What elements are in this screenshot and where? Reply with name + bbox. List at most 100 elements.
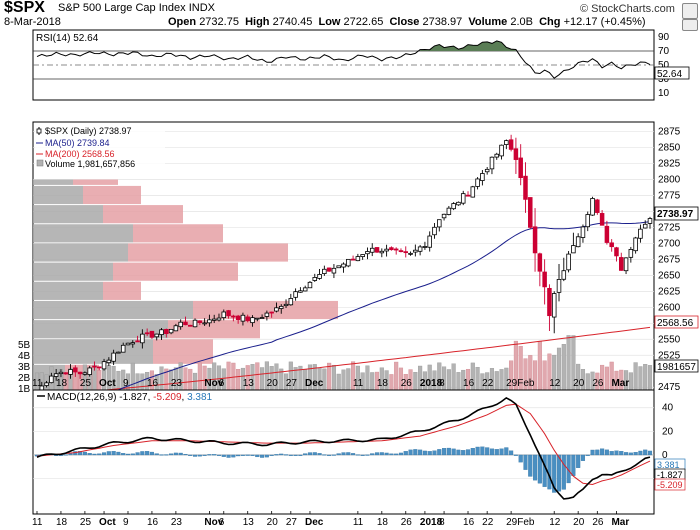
candle: [384, 244, 389, 257]
candle-body: [120, 344, 126, 353]
legend-price: $SPX (Daily) 2738.97: [45, 126, 132, 136]
x-tick-label: 29Feb: [506, 378, 535, 389]
candle-body: [130, 342, 136, 345]
macd-frame: [32, 389, 655, 515]
candle-body: [58, 371, 64, 375]
x-tick-label: 9: [123, 378, 129, 389]
macd-hist-bar: [264, 454, 269, 458]
index-name: S&P 500 Large Cap Index INDX: [58, 2, 215, 14]
candle: [341, 262, 346, 273]
candle: [403, 246, 409, 258]
macd-hist-bar: [149, 451, 154, 456]
price-tick-label: 2875: [658, 127, 681, 138]
macd-hist-bar: [585, 454, 590, 456]
price-tick-label: 2475: [658, 382, 681, 393]
x-tick-label: Nov: [204, 378, 223, 389]
candle: [346, 258, 351, 268]
candle-body: [135, 340, 140, 343]
macd-value-tags: 3.381-1.827-5.209: [654, 458, 686, 491]
candle-body: [451, 203, 456, 210]
candle: [197, 320, 203, 325]
candle-body: [178, 321, 183, 328]
candle-body: [235, 315, 241, 321]
candle-body: [116, 351, 121, 354]
macd-hist-bar: [145, 451, 150, 456]
macd-hist-bar: [327, 454, 332, 456]
candle: [374, 247, 380, 253]
vbp-bar-gray: [33, 300, 193, 320]
macd-hist-bar: [121, 453, 126, 456]
macd-hist-bar: [499, 448, 504, 456]
candle-body: [101, 361, 107, 370]
macd-hist-bar: [336, 453, 341, 456]
bar-chart-icon[interactable]: [682, 3, 698, 19]
macd-hist-bar: [647, 450, 653, 456]
candle: [82, 371, 88, 376]
candle: [159, 328, 164, 341]
x-tick-label: 13: [243, 517, 255, 528]
x-tick-label: 23: [171, 517, 183, 528]
candle: [53, 368, 59, 381]
macd-hist-bar: [442, 448, 447, 456]
x-tick-label: 8: [439, 378, 445, 389]
macd-hist-bar: [556, 454, 562, 492]
candle-body: [523, 175, 528, 200]
macd-hist-bar: [614, 450, 619, 456]
candle: [226, 309, 231, 319]
candle-body: [619, 257, 624, 271]
candle: [255, 317, 260, 322]
candle: [250, 315, 255, 327]
macd-hist-bar: [197, 454, 202, 457]
macd-hist-bar: [360, 454, 365, 456]
macd-hist-bar: [245, 454, 250, 456]
candle: [336, 265, 341, 269]
candle-body: [475, 178, 480, 187]
candle: [216, 313, 222, 322]
candle: [609, 239, 614, 252]
macd-hist-bar: [125, 453, 131, 456]
macd-hist-bar: [169, 453, 174, 456]
candle: [413, 244, 418, 257]
candle-body: [326, 267, 332, 272]
macd-hist-bar: [384, 452, 389, 456]
macd-legend-signal: -5.209: [153, 392, 182, 403]
candle-body: [44, 382, 49, 386]
candle: [460, 190, 466, 206]
volume-by-price-bars: [33, 179, 338, 399]
last-price-tag-box: [654, 206, 699, 221]
price-tick-label: 2525: [658, 350, 681, 361]
macd-hist-bar: [260, 454, 265, 458]
candle-body: [245, 316, 250, 322]
vbp-bar-red: [73, 179, 118, 185]
candle: [556, 264, 562, 302]
candle: [231, 314, 236, 322]
candle: [264, 310, 270, 321]
x-tick-label: 29Feb: [506, 517, 535, 528]
legend-volume-swatch: [36, 159, 44, 167]
macd-hist-bar: [432, 450, 437, 456]
macd-tick-label: 40: [662, 403, 674, 414]
candle: [437, 219, 442, 232]
gear-icon[interactable]: [682, 19, 698, 31]
candle-body: [187, 324, 193, 327]
candle: [178, 319, 183, 330]
candle: [628, 246, 634, 263]
volume-tag: 1981657: [657, 362, 696, 373]
candle-body: [125, 342, 131, 346]
macd-hist-bar: [518, 454, 523, 463]
x-tick-label: Nov: [204, 517, 223, 528]
candle: [365, 247, 370, 260]
macd-hist-bar: [101, 452, 107, 456]
macd-hist-bar: [231, 454, 236, 458]
macd-hist-bar: [475, 446, 480, 456]
legend-ma200: MA(200) 2568.56: [45, 149, 115, 159]
macd-hist-bar: [63, 454, 68, 456]
candle: [623, 257, 629, 275]
macd-hist-bar: [576, 454, 581, 468]
vbp-bar-red: [103, 205, 183, 224]
volume-tick-label: 5B: [18, 340, 31, 351]
macd-hist-bar: [451, 448, 456, 456]
x-tick-label: Mar: [611, 378, 629, 389]
candle-body: [87, 367, 92, 375]
